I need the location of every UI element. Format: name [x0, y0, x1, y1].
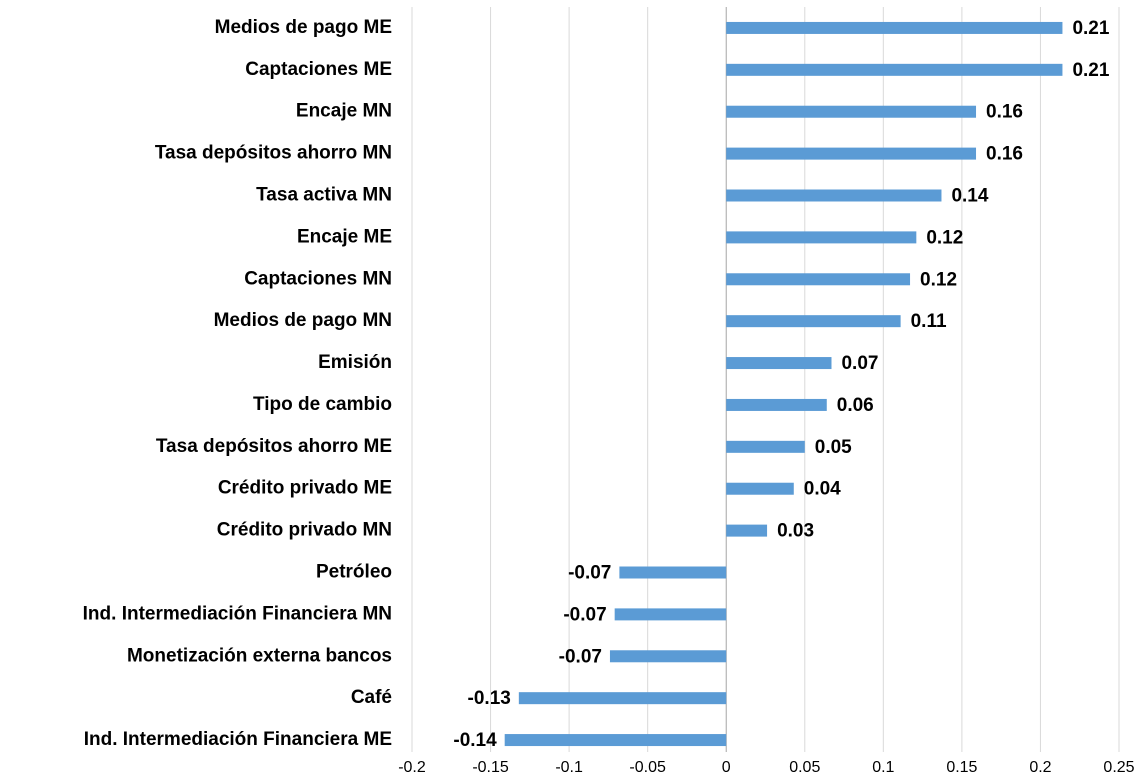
- y-tick-label: Petróleo: [316, 562, 392, 583]
- value-label: -0.14: [453, 730, 497, 751]
- value-label: 0.16: [986, 144, 1023, 165]
- bar: [619, 566, 727, 579]
- bar: [726, 189, 942, 202]
- bar: [726, 147, 977, 160]
- bar: [609, 650, 727, 663]
- value-label: -0.13: [468, 688, 511, 709]
- y-tick-label: Emisión: [318, 352, 392, 373]
- x-tick-label: 0.15: [946, 759, 977, 775]
- x-tick-label: 0: [722, 759, 731, 775]
- y-tick-label: Encaje MN: [296, 101, 392, 122]
- value-label: 0.21: [1072, 60, 1109, 81]
- bar: [726, 273, 911, 286]
- bar: [726, 231, 917, 244]
- bar: [726, 357, 832, 370]
- x-tick-label: 0.2: [1029, 759, 1051, 775]
- value-label: 0.16: [986, 102, 1023, 123]
- bar: [726, 524, 768, 537]
- value-label: -0.07: [563, 604, 606, 625]
- y-tick-label: Crédito privado ME: [218, 478, 392, 499]
- bar: [504, 734, 727, 747]
- y-tick-label: Captaciones MN: [244, 268, 392, 289]
- bar: [726, 105, 977, 118]
- bar: [726, 63, 1063, 76]
- value-label: 0.12: [926, 227, 963, 248]
- x-tick-label: 0.25: [1103, 759, 1134, 775]
- y-tick-label: Crédito privado MN: [217, 520, 392, 541]
- value-label: -0.07: [568, 563, 611, 584]
- y-tick-label: Ind. Intermediación Financiera MN: [83, 603, 392, 624]
- value-label: 0.12: [920, 269, 957, 290]
- y-tick-label: Medios de pago ME: [215, 17, 392, 38]
- value-label: 0.05: [815, 437, 852, 458]
- x-tick-label: -0.05: [629, 759, 666, 775]
- value-label: -0.07: [559, 646, 602, 667]
- x-tick-label: -0.1: [555, 759, 583, 775]
- y-tick-label: Ind. Intermediación Financiera ME: [84, 729, 392, 750]
- bar: [726, 21, 1063, 34]
- y-tick-label: Tasa depósitos ahorro ME: [156, 436, 392, 457]
- bar: [726, 398, 827, 411]
- x-tick-label: -0.15: [472, 759, 509, 775]
- x-tick-label: 0.05: [789, 759, 820, 775]
- y-tick-label: Café: [351, 687, 392, 708]
- bar: [726, 315, 901, 328]
- bar: [726, 440, 805, 453]
- y-tick-label: Tasa activa MN: [256, 185, 392, 206]
- bar: [726, 482, 794, 495]
- value-label: 0.21: [1072, 18, 1109, 39]
- value-label: 0.11: [911, 311, 947, 332]
- value-label: 0.14: [951, 186, 988, 207]
- bar: [614, 608, 727, 621]
- y-tick-label: Tasa depósitos ahorro MN: [155, 143, 392, 164]
- value-label: 0.03: [777, 521, 814, 542]
- x-tick-label: -0.2: [398, 759, 426, 775]
- value-label: 0.06: [837, 395, 874, 416]
- bar: [518, 692, 727, 705]
- y-tick-label: Monetización externa bancos: [127, 645, 392, 666]
- y-tick-label: Captaciones ME: [245, 59, 392, 80]
- value-label: 0.04: [804, 479, 841, 500]
- y-tick-label: Encaje ME: [297, 226, 392, 247]
- y-tick-label: Tipo de cambio: [253, 394, 392, 415]
- y-tick-label: Medios de pago MN: [214, 310, 392, 331]
- x-tick-label: 0.1: [872, 759, 894, 775]
- value-label: 0.07: [841, 353, 878, 374]
